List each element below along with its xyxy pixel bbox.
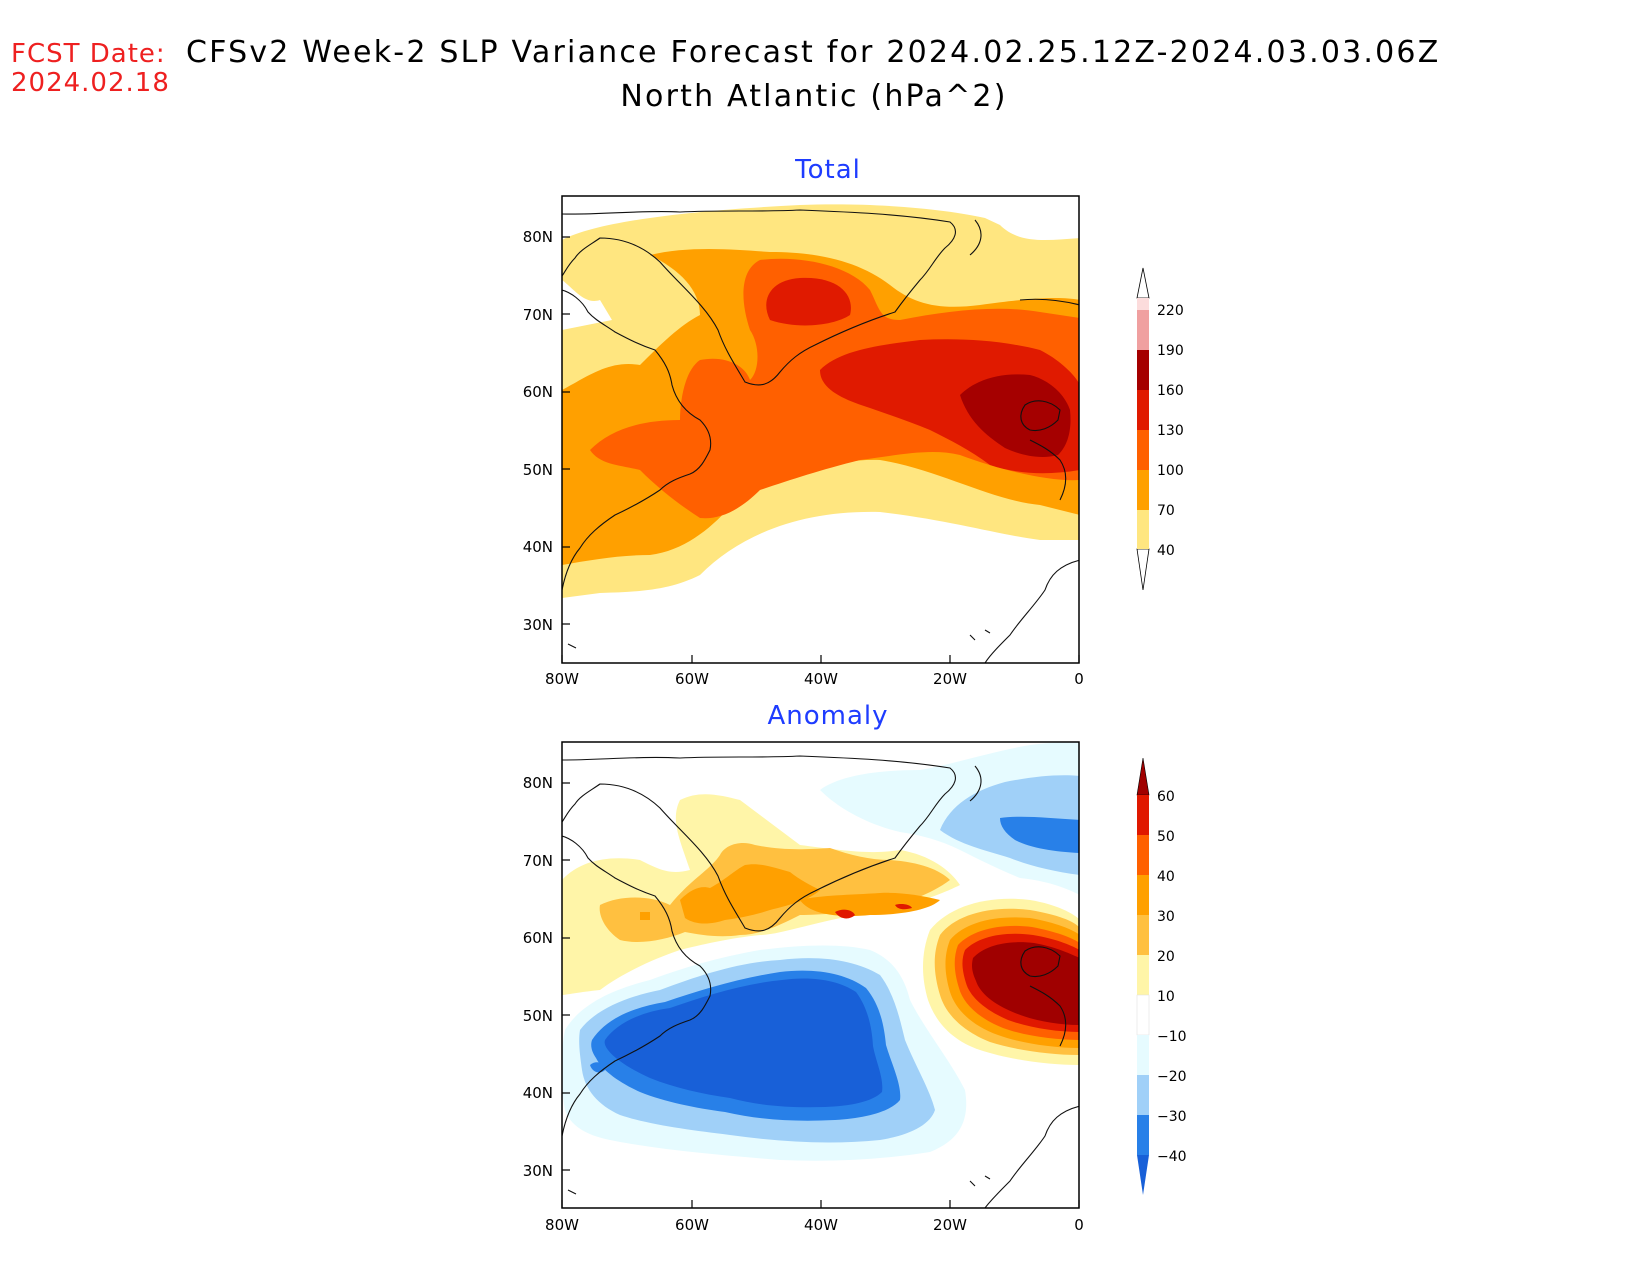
colorbar-label: −30 — [1157, 1109, 1187, 1125]
total-contour-160 — [960, 374, 1071, 458]
lon-label: 80W — [545, 1216, 579, 1234]
anomaly-colorbar: 60 50 40 30 20 10 −10 −20 −30 −40 — [1136, 757, 1187, 1195]
anomaly-contour-30 — [680, 864, 820, 924]
main-title: CFSv2 Week-2 SLP Variance Forecast for 2… — [186, 35, 1440, 70]
colorbar-label: 60 — [1157, 789, 1175, 805]
total-panel-title: Total — [794, 155, 861, 185]
total-x-axis: 80W 60W 40W 20W 0 — [545, 670, 1084, 688]
lon-label: 0 — [1074, 1216, 1084, 1234]
lon-label: 60W — [675, 670, 709, 688]
colorbar-label: 220 — [1157, 303, 1184, 319]
lon-label: 80W — [545, 670, 579, 688]
colorbar-label: 160 — [1157, 383, 1184, 399]
colorbar-label: 40 — [1157, 543, 1175, 559]
anomaly-panel-title: Anomaly — [767, 701, 888, 731]
colorbar-label: 20 — [1157, 949, 1175, 965]
lat-label: 50N — [523, 461, 553, 479]
lat-label: 60N — [523, 383, 553, 401]
colorbar-label: 130 — [1157, 423, 1184, 439]
total-contour-130 — [766, 277, 851, 326]
colorbar-label: −20 — [1157, 1069, 1187, 1085]
anomaly-contour-neg30-ne — [1000, 816, 1079, 853]
lat-label: 40N — [523, 538, 553, 556]
sub-title: North Atlantic (hPa^2) — [620, 79, 1007, 114]
lat-label: 70N — [523, 852, 553, 870]
colorbar-label: 30 — [1157, 909, 1175, 925]
anomaly-field — [562, 742, 1079, 1208]
fcst-label: FCST Date: — [11, 39, 166, 69]
lon-label: 0 — [1074, 670, 1084, 688]
total-field — [562, 196, 1079, 663]
lat-label: 40N — [523, 1084, 553, 1102]
fcst-date: 2024.02.18 — [11, 68, 170, 98]
lat-label: 60N — [523, 929, 553, 947]
lon-label: 20W — [933, 670, 967, 688]
total-colorbar: 220 190 160 130 100 70 40 — [1136, 267, 1184, 591]
lon-label: 20W — [933, 1216, 967, 1234]
total-coastlines — [562, 209, 1079, 663]
lon-label: 40W — [804, 1216, 838, 1234]
lon-label: 40W — [804, 670, 838, 688]
colorbar-label: 190 — [1157, 343, 1184, 359]
colorbar-label: 50 — [1157, 829, 1175, 845]
colorbar-label: 100 — [1157, 463, 1184, 479]
total-y-axis: 80N 70N 60N 50N 40N 30N — [523, 228, 553, 634]
anomaly-contour-neg40-w — [604, 978, 883, 1108]
lat-label: 80N — [523, 774, 553, 792]
colorbar-label: 10 — [1157, 989, 1175, 1005]
anomaly-panel: Anomaly — [523, 701, 1187, 1234]
lat-label: 30N — [523, 616, 553, 634]
anomaly-y-axis: 80N 70N 60N 50N 40N 30N — [523, 774, 553, 1180]
anomaly-contour-30b — [800, 892, 940, 917]
colorbar-label: −40 — [1157, 1149, 1187, 1165]
lat-label: 30N — [523, 1162, 553, 1180]
colorbar-label: −10 — [1157, 1029, 1187, 1045]
lat-label: 80N — [523, 228, 553, 246]
lon-label: 60W — [675, 1216, 709, 1234]
colorbar-label: 40 — [1157, 869, 1175, 885]
anomaly-contour-east-60 — [972, 942, 1079, 1025]
total-panel: Total — [523, 155, 1184, 688]
anomaly-x-axis: 80W 60W 40W 20W 0 — [545, 1216, 1084, 1234]
lat-label: 70N — [523, 306, 553, 324]
colorbar-label: 70 — [1157, 503, 1175, 519]
lat-label: 50N — [523, 1007, 553, 1025]
anomaly-coastlines — [562, 755, 1079, 1208]
